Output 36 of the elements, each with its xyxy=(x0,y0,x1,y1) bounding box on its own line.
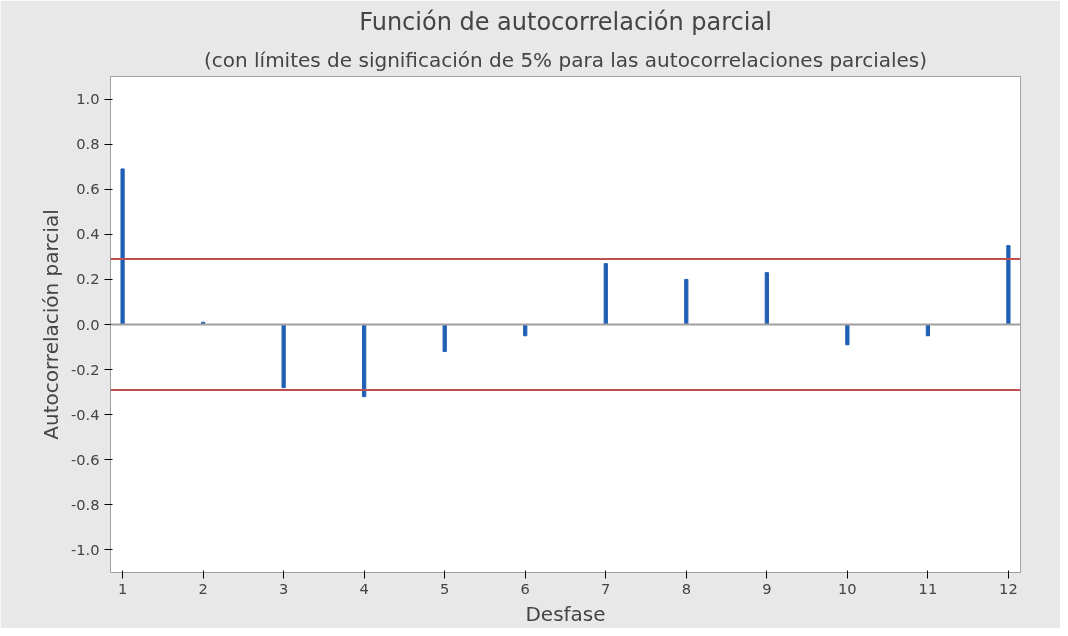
y-tick-label: 0.0 xyxy=(76,315,100,333)
x-tick-label: 4 xyxy=(359,579,369,597)
bar xyxy=(764,272,769,325)
x-tick-label: 10 xyxy=(838,579,857,597)
y-tick-label: 0.2 xyxy=(76,270,100,288)
bar xyxy=(603,263,608,325)
y-tick-label: -0.2 xyxy=(70,360,100,378)
x-tick-label: 7 xyxy=(601,579,611,597)
chart-subtitle: (con límites de significación de 5% para las autocorrelaciones parciales) xyxy=(203,47,928,72)
bar xyxy=(442,324,447,353)
y-tick-label: 0.4 xyxy=(76,225,100,243)
y-tick-label: 1.0 xyxy=(76,90,100,108)
x-tick-label: 11 xyxy=(918,579,938,597)
y-tick-label: -0.4 xyxy=(70,405,100,423)
y-tick-label: 0.6 xyxy=(76,180,100,198)
x-axis-title: Desfase xyxy=(525,601,606,626)
y-tick-label: -0.6 xyxy=(70,450,100,468)
x-tick-label: 6 xyxy=(520,579,530,597)
bar xyxy=(1006,245,1011,325)
x-tick-label: 12 xyxy=(999,579,1018,597)
y-tick-label: 0.8 xyxy=(76,135,100,153)
bar xyxy=(845,324,850,346)
bar xyxy=(120,168,125,325)
x-tick-label: 3 xyxy=(278,579,289,597)
x-tick-label: 2 xyxy=(198,579,208,597)
bar xyxy=(362,324,367,398)
y-tick-label: -0.8 xyxy=(70,495,100,513)
bar xyxy=(684,278,689,325)
y-tick-label: -1.0 xyxy=(70,540,100,558)
y-axis-title: Autocorrelación parcial xyxy=(38,209,63,440)
bar xyxy=(281,324,286,389)
x-tick-label: 5 xyxy=(440,579,450,597)
chart-title: Función de autocorrelación parcial xyxy=(359,7,772,36)
x-tick-label: 9 xyxy=(762,579,772,597)
x-tick-label: 1 xyxy=(117,579,128,597)
x-tick-label: 8 xyxy=(681,579,691,597)
